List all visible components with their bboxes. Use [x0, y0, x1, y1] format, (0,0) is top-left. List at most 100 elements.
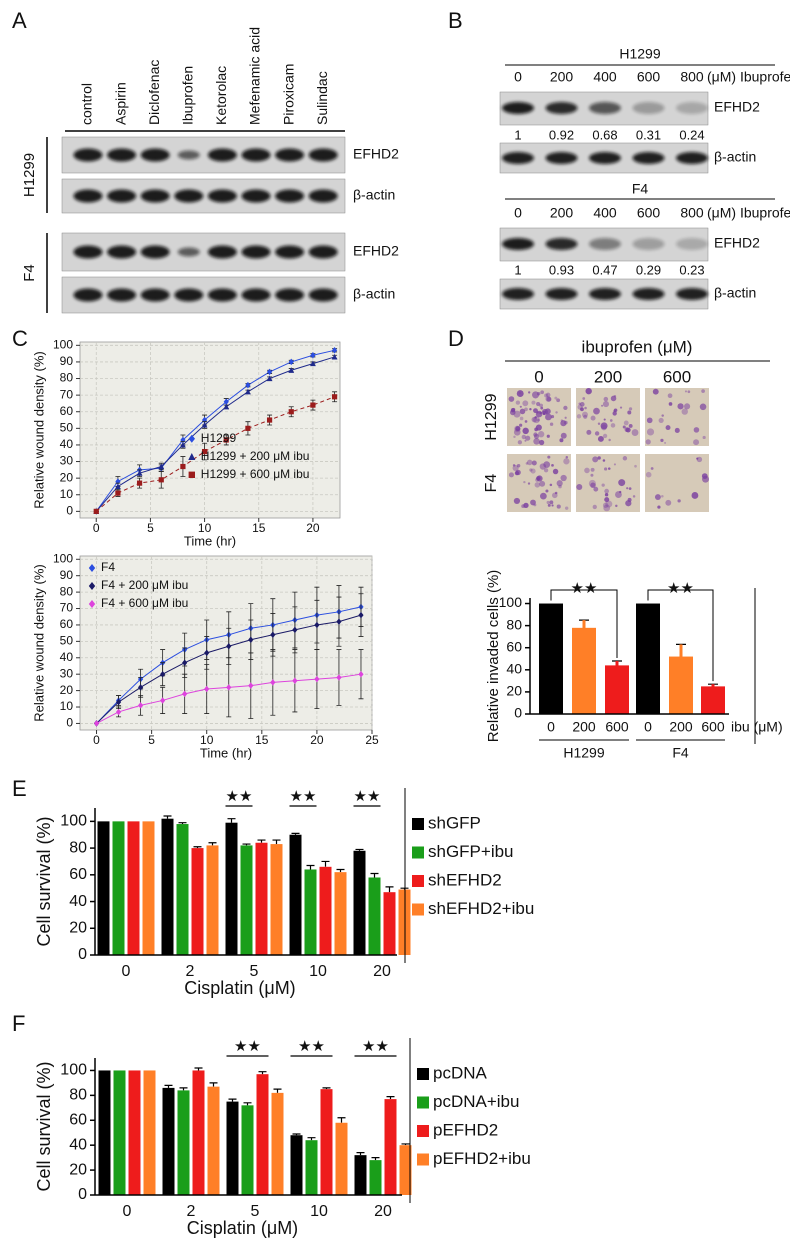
stained-cell	[539, 480, 546, 487]
bar	[112, 821, 125, 955]
stained-cell	[607, 467, 611, 470]
error-bar	[163, 815, 172, 819]
band-ratio: 1	[514, 262, 521, 277]
x-tick-label: 5	[250, 963, 259, 980]
stained-cell	[576, 414, 582, 419]
y-tick-label: 30	[60, 454, 74, 468]
x-tick-label: 20	[373, 963, 391, 980]
blot-band	[207, 288, 237, 302]
bar	[177, 1090, 190, 1195]
legend-swatch	[412, 903, 424, 916]
stained-cell	[696, 457, 699, 460]
stained-cell	[660, 438, 664, 442]
stained-cell	[537, 418, 540, 422]
y-tick-label: 100	[53, 337, 73, 351]
stained-cell	[537, 431, 545, 438]
marker	[138, 684, 144, 691]
legend-label: shGFP+ibu	[428, 842, 514, 861]
cell-line-label: H1299	[21, 153, 38, 197]
bar	[290, 1135, 303, 1195]
band-ratio: 1	[514, 127, 521, 142]
significance-stars: ★★	[571, 580, 598, 597]
stained-cell	[547, 503, 551, 507]
stained-cell	[610, 423, 616, 428]
stained-cell	[516, 463, 521, 468]
x-tick-label: 2	[187, 1203, 196, 1220]
stained-cell	[590, 467, 595, 472]
y-tick-label: 0	[78, 1186, 87, 1203]
lane-label: control	[79, 83, 95, 125]
stained-cell	[665, 425, 671, 431]
stained-cell	[519, 416, 524, 421]
bar	[539, 603, 563, 714]
bar	[98, 1070, 111, 1195]
marker	[223, 403, 230, 410]
stained-cell	[625, 500, 632, 507]
legend-label: pcDNA+ibu	[433, 1092, 519, 1111]
lane-label: Piroxicam	[280, 64, 296, 125]
band-ratio: 0.47	[592, 262, 617, 277]
blot-band	[207, 189, 237, 203]
stained-cell	[540, 492, 547, 500]
stained-cell	[522, 427, 529, 435]
error-bar	[385, 886, 394, 893]
y-tick-label: 20	[69, 919, 87, 936]
blot-band	[676, 288, 708, 300]
bar	[127, 821, 140, 955]
stained-cell	[590, 482, 596, 489]
y-tick-label: 40	[60, 650, 74, 664]
stained-cell	[684, 403, 691, 410]
blot-band	[632, 102, 665, 114]
legend-label: H1299 + 600 μM ibu	[201, 467, 310, 481]
marker	[266, 375, 273, 382]
stained-cell	[531, 400, 536, 405]
blot-band	[241, 288, 271, 302]
blot-band	[73, 148, 103, 162]
significance-stars: ★★	[667, 580, 694, 597]
marker	[204, 685, 210, 693]
marker	[180, 441, 186, 448]
bar	[226, 1101, 239, 1195]
stained-cell	[529, 407, 532, 411]
y-tick-label: 20	[60, 683, 74, 697]
error-bar	[258, 1071, 267, 1075]
x-tick-label: 15	[255, 733, 269, 747]
stained-cell	[592, 456, 599, 463]
bar	[128, 1070, 141, 1195]
x-tick-label: 2	[186, 963, 195, 980]
cell-line-label: H1299	[483, 393, 500, 440]
legend-label: pEFHD2+ibu	[433, 1149, 531, 1168]
stained-cell	[535, 410, 543, 418]
stained-cell	[584, 406, 587, 410]
series-line	[95, 349, 335, 512]
x-tick-label: 0	[93, 521, 100, 535]
blot-band	[107, 148, 137, 162]
stained-cell	[701, 389, 705, 393]
dose-label: 0	[514, 205, 522, 221]
protein-label: β-actin	[714, 149, 756, 165]
stained-cell	[625, 427, 631, 433]
stained-cell	[645, 471, 652, 478]
marker	[245, 388, 251, 395]
stained-cell	[592, 504, 597, 510]
error-bar	[208, 842, 217, 846]
panel-label: B	[448, 8, 463, 33]
legend-marker	[188, 471, 195, 478]
stained-cell	[556, 398, 561, 403]
bar	[206, 845, 219, 955]
y-tick-label: 100	[60, 813, 87, 830]
stained-cell	[545, 396, 551, 402]
blot-band	[207, 245, 237, 259]
error-bar	[386, 1096, 395, 1100]
stained-cell	[530, 499, 536, 506]
legend-swatch	[417, 1125, 429, 1137]
marker	[201, 421, 208, 428]
marker	[158, 463, 165, 470]
blot-band	[241, 148, 271, 162]
x-tick-label: 10	[309, 963, 327, 980]
stained-cell	[684, 390, 688, 393]
stained-cell	[576, 484, 583, 491]
y-tick-label: 30	[60, 666, 74, 680]
stained-cell	[661, 494, 664, 498]
stained-cell	[552, 468, 559, 475]
